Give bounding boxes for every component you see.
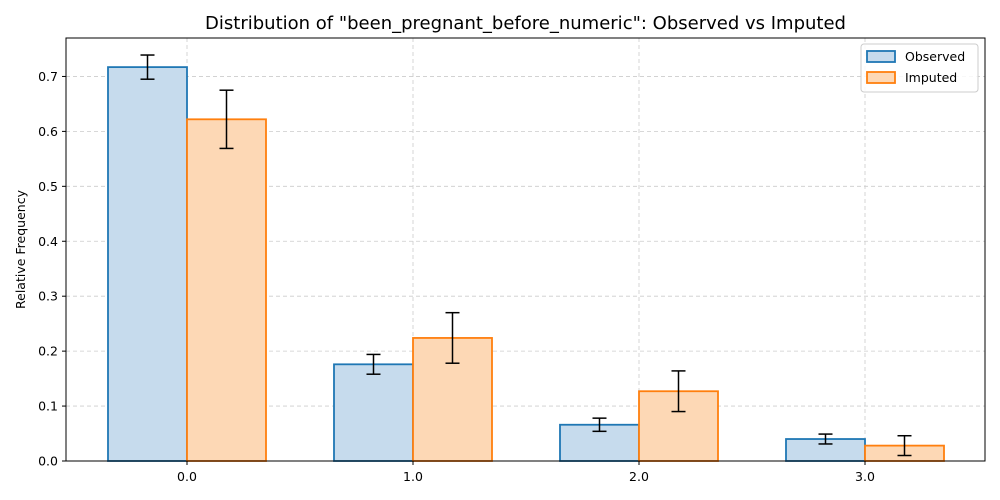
- y-tick-label: 0.7: [38, 69, 58, 84]
- x-axis-ticks: 0.0 1.0 2.0 3.0: [177, 461, 875, 484]
- legend-label-observed: Observed: [905, 49, 965, 64]
- y-tick-label: 0.0: [38, 454, 58, 469]
- x-tick-label: 3.0: [855, 469, 875, 484]
- legend-label-imputed: Imputed: [905, 70, 957, 85]
- y-tick-label: 0.1: [38, 399, 58, 414]
- y-axis-label: Relative Frequency: [13, 189, 28, 309]
- legend: Observed Imputed: [860, 43, 979, 93]
- y-tick-label: 0.6: [38, 124, 58, 139]
- x-tick-label: 0.0: [177, 469, 197, 484]
- y-tick-label: 0.4: [38, 234, 58, 249]
- y-axis-ticks: 0.0 0.1 0.2 0.3 0.4 0.5 0.6 0.7: [38, 69, 66, 469]
- x-tick-label: 1.0: [403, 469, 423, 484]
- chart-title: Distribution of "been_pregnant_before_nu…: [205, 13, 846, 34]
- legend-swatch-imputed: [866, 71, 896, 84]
- bar-observed-0: [107, 66, 188, 462]
- y-tick-label: 0.3: [38, 289, 58, 304]
- legend-swatch-observed: [866, 50, 896, 63]
- y-tick-label: 0.2: [38, 344, 58, 359]
- bars: [107, 66, 945, 462]
- axes-frame: [65, 37, 986, 462]
- error-bars: [140, 54, 912, 457]
- bar-observed-1: [333, 363, 414, 462]
- y-tick-label: 0.5: [38, 179, 58, 194]
- bar-imputed-0: [186, 118, 267, 462]
- x-tick-label: 2.0: [629, 469, 649, 484]
